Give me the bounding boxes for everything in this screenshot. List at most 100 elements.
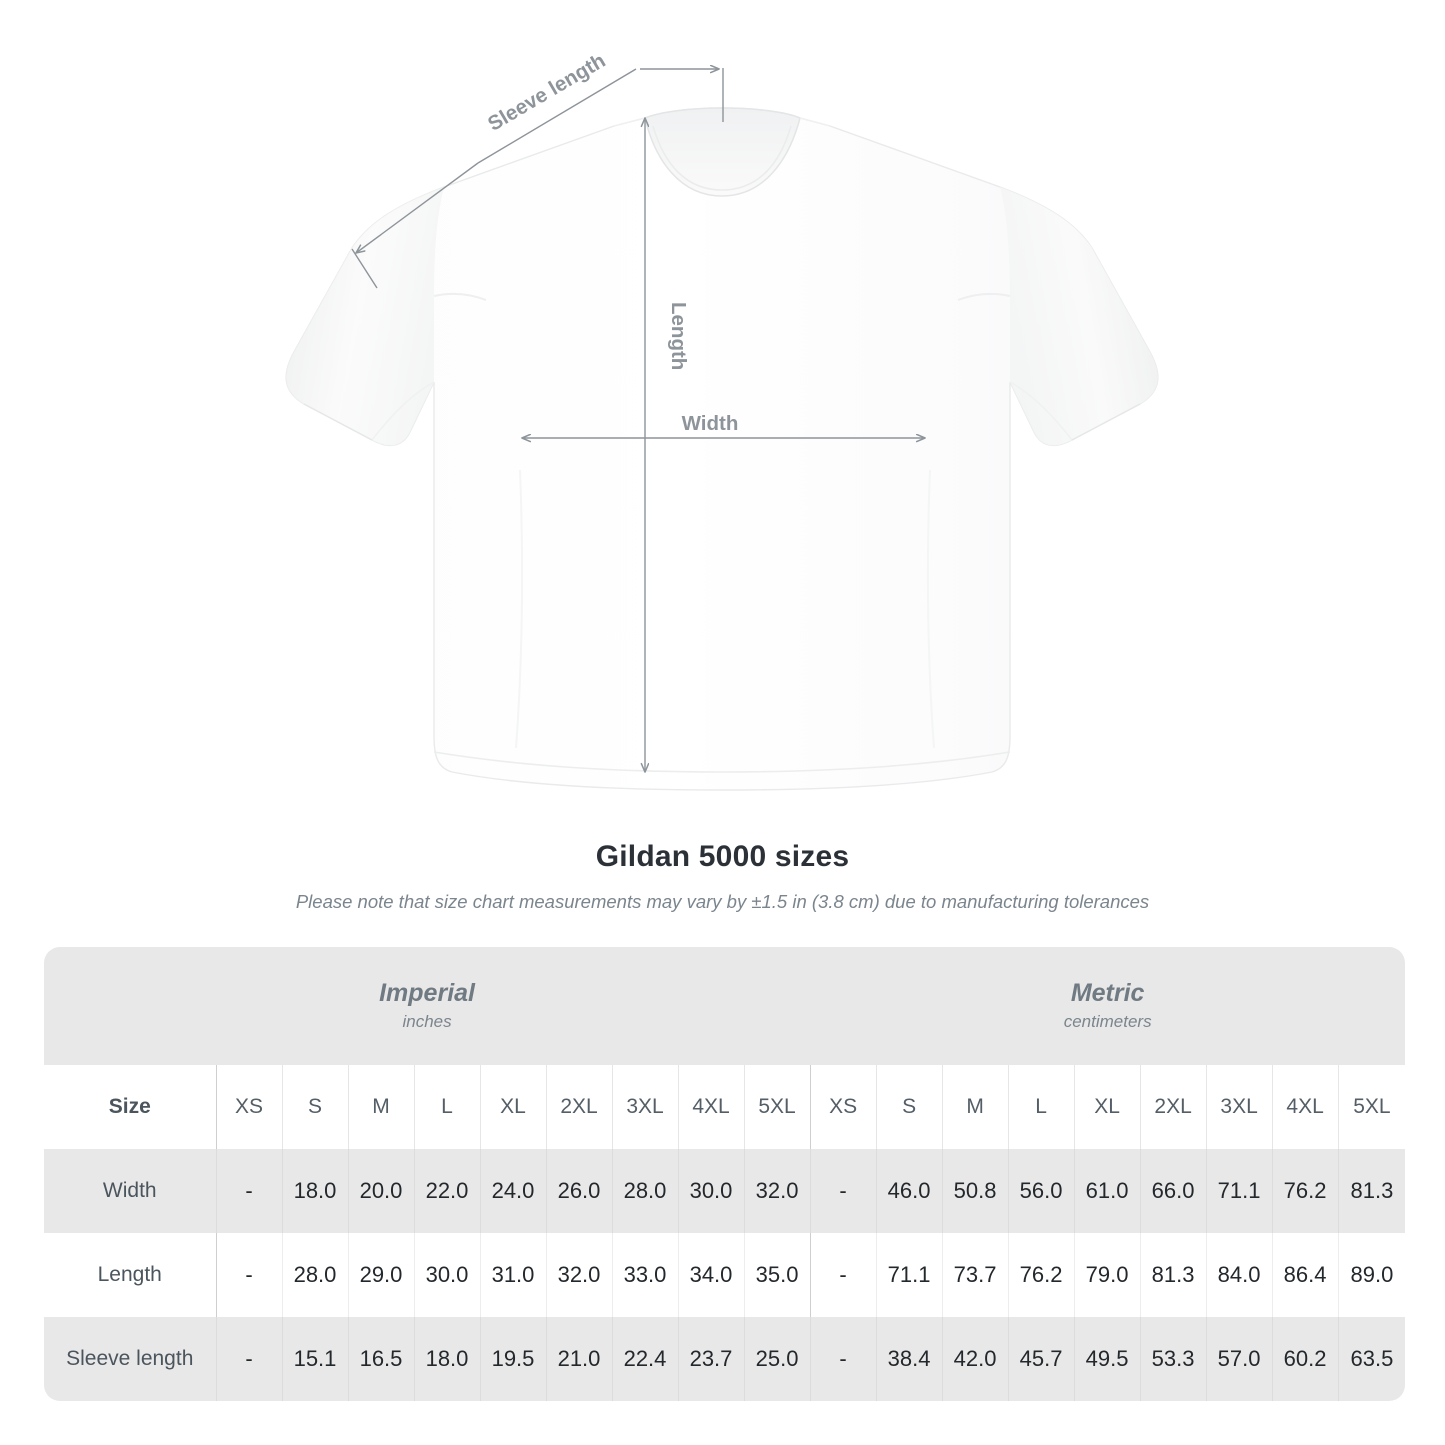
col-header-imperial-m: M: [348, 1065, 415, 1149]
cell-sleeve-imperial-m: 16.5: [348, 1317, 415, 1401]
cell-sleeve-imperial-l: 18.0: [414, 1317, 481, 1401]
unit-banner-row: Imperial inches Metric centimeters: [44, 947, 1406, 1065]
cell-length-imperial-2xl: 32.0: [546, 1233, 613, 1317]
width-dimension: Width: [522, 412, 925, 438]
cell-length-imperial-m: 29.0: [348, 1233, 415, 1317]
cell-length-metric-xl: 79.0: [1074, 1233, 1141, 1317]
cell-sleeve-metric-xs: -: [810, 1317, 877, 1401]
cell-sleeve-metric-s: 38.4: [876, 1317, 943, 1401]
metric-unit-sub: centimeters: [1063, 1012, 1152, 1031]
cell-width-imperial-3xl: 28.0: [612, 1149, 679, 1233]
cell-width-metric-m: 50.8: [942, 1149, 1009, 1233]
cell-length-imperial-xs: -: [216, 1233, 283, 1317]
cell-length-metric-4xl: 86.4: [1272, 1233, 1339, 1317]
col-header-metric-m: M: [942, 1065, 1009, 1149]
table-header: Imperial inches Metric centimeters Size …: [44, 947, 1406, 1149]
imperial-unit-cell: Imperial inches: [44, 947, 811, 1065]
cell-sleeve-imperial-2xl: 21.0: [546, 1317, 613, 1401]
size-corner-header: Size: [44, 1065, 217, 1149]
cell-length-imperial-4xl: 34.0: [678, 1233, 745, 1317]
tshirt-measurement-diagram: Sleeve length Length Width: [285, 49, 1159, 791]
metric-unit-name: Metric: [1070, 979, 1145, 1007]
cell-length-metric-5xl: 89.0: [1338, 1233, 1406, 1317]
col-header-metric-5xl: 5XL: [1338, 1065, 1406, 1149]
cell-width-metric-xl: 61.0: [1074, 1149, 1141, 1233]
cell-width-metric-4xl: 76.2: [1272, 1149, 1339, 1233]
row-label-width: Width: [44, 1149, 217, 1233]
tshirt-illustration: Sleeve length Length Width: [285, 49, 1159, 791]
metric-unit-cell: Metric centimeters: [810, 947, 1406, 1065]
cell-sleeve-imperial-xl: 19.5: [480, 1317, 547, 1401]
col-header-metric-4xl: 4XL: [1272, 1065, 1339, 1149]
cell-length-metric-s: 71.1: [876, 1233, 943, 1317]
cell-width-imperial-4xl: 30.0: [678, 1149, 745, 1233]
cell-width-metric-l: 56.0: [1008, 1149, 1075, 1233]
col-header-imperial-5xl: 5XL: [744, 1065, 811, 1149]
table-row-length: Length - 28.0 29.0 30.0 31.0 32.0 33.0 3…: [44, 1233, 1406, 1317]
cell-sleeve-metric-4xl: 60.2: [1272, 1317, 1339, 1401]
cell-sleeve-imperial-s: 15.1: [282, 1317, 349, 1401]
row-label-length: Length: [44, 1233, 217, 1317]
cell-length-metric-3xl: 84.0: [1206, 1233, 1273, 1317]
cell-sleeve-metric-xl: 49.5: [1074, 1317, 1141, 1401]
size-header-row: Size XS S M L XL 2XL 3XL 4XL 5XL XS S M …: [44, 1065, 1406, 1149]
cell-width-metric-s: 46.0: [876, 1149, 943, 1233]
cell-sleeve-metric-2xl: 53.3: [1140, 1317, 1207, 1401]
row-label-sleeve-length: Sleeve length: [44, 1317, 217, 1401]
cell-width-imperial-xl: 24.0: [480, 1149, 547, 1233]
length-dimension: Length: [645, 118, 690, 772]
cell-width-metric-5xl: 81.3: [1338, 1149, 1406, 1233]
tolerance-note: Please note that size chart measurements…: [295, 891, 1150, 912]
col-header-imperial-xs: XS: [216, 1065, 283, 1149]
col-header-metric-3xl: 3XL: [1206, 1065, 1273, 1149]
cell-width-imperial-5xl: 32.0: [744, 1149, 811, 1233]
col-header-metric-s: S: [876, 1065, 943, 1149]
cell-sleeve-metric-l: 45.7: [1008, 1317, 1075, 1401]
page-title: Gildan 5000 sizes: [595, 840, 850, 873]
cell-sleeve-imperial-5xl: 25.0: [744, 1317, 811, 1401]
col-header-metric-xl: XL: [1074, 1065, 1141, 1149]
cell-length-imperial-3xl: 33.0: [612, 1233, 679, 1317]
table-body: Width - 18.0 20.0 22.0 24.0 26.0 28.0 30…: [44, 1149, 1406, 1401]
table-row-width: Width - 18.0 20.0 22.0 24.0 26.0 28.0 30…: [44, 1149, 1406, 1233]
width-label: Width: [682, 412, 739, 435]
col-header-imperial-2xl: 2XL: [546, 1065, 613, 1149]
imperial-unit-name: Imperial: [379, 979, 475, 1007]
col-header-metric-l: L: [1008, 1065, 1075, 1149]
length-label: Length: [667, 302, 690, 370]
cell-length-metric-xs: -: [810, 1233, 877, 1317]
cell-sleeve-imperial-xs: -: [216, 1317, 283, 1401]
col-header-metric-xs: XS: [810, 1065, 877, 1149]
cell-width-imperial-l: 22.0: [414, 1149, 481, 1233]
col-header-imperial-s: S: [282, 1065, 349, 1149]
cell-sleeve-metric-3xl: 57.0: [1206, 1317, 1273, 1401]
chart-heading-block: Gildan 5000 sizes Please note that size …: [0, 838, 1445, 914]
cell-length-metric-l: 76.2: [1008, 1233, 1075, 1317]
cell-sleeve-metric-m: 42.0: [942, 1317, 1009, 1401]
cell-length-imperial-l: 30.0: [414, 1233, 481, 1317]
col-header-imperial-3xl: 3XL: [612, 1065, 679, 1149]
cell-sleeve-imperial-3xl: 22.4: [612, 1317, 679, 1401]
cell-width-imperial-s: 18.0: [282, 1149, 349, 1233]
cell-length-metric-m: 73.7: [942, 1233, 1009, 1317]
col-header-imperial-xl: XL: [480, 1065, 547, 1149]
table-row-sleeve-length: Sleeve length - 15.1 16.5 18.0 19.5 21.0…: [44, 1317, 1406, 1401]
cell-length-metric-2xl: 81.3: [1140, 1233, 1207, 1317]
cell-length-imperial-xl: 31.0: [480, 1233, 547, 1317]
cell-width-imperial-m: 20.0: [348, 1149, 415, 1233]
col-header-metric-2xl: 2XL: [1140, 1065, 1207, 1149]
cell-width-metric-2xl: 66.0: [1140, 1149, 1207, 1233]
cell-length-imperial-5xl: 35.0: [744, 1233, 811, 1317]
size-chart-table: Imperial inches Metric centimeters Size …: [44, 947, 1406, 1401]
tshirt-silhouette: [285, 107, 1159, 791]
cell-sleeve-imperial-4xl: 23.7: [678, 1317, 745, 1401]
cell-width-imperial-2xl: 26.0: [546, 1149, 613, 1233]
cell-sleeve-metric-5xl: 63.5: [1338, 1317, 1406, 1401]
col-header-imperial-4xl: 4XL: [678, 1065, 745, 1149]
cell-width-metric-xs: -: [810, 1149, 877, 1233]
cell-width-imperial-xs: -: [216, 1149, 283, 1233]
size-chart-table-wrapper: Imperial inches Metric centimeters Size …: [44, 947, 1406, 1401]
cell-length-imperial-s: 28.0: [282, 1233, 349, 1317]
imperial-unit-sub: inches: [402, 1012, 452, 1031]
col-header-imperial-l: L: [414, 1065, 481, 1149]
